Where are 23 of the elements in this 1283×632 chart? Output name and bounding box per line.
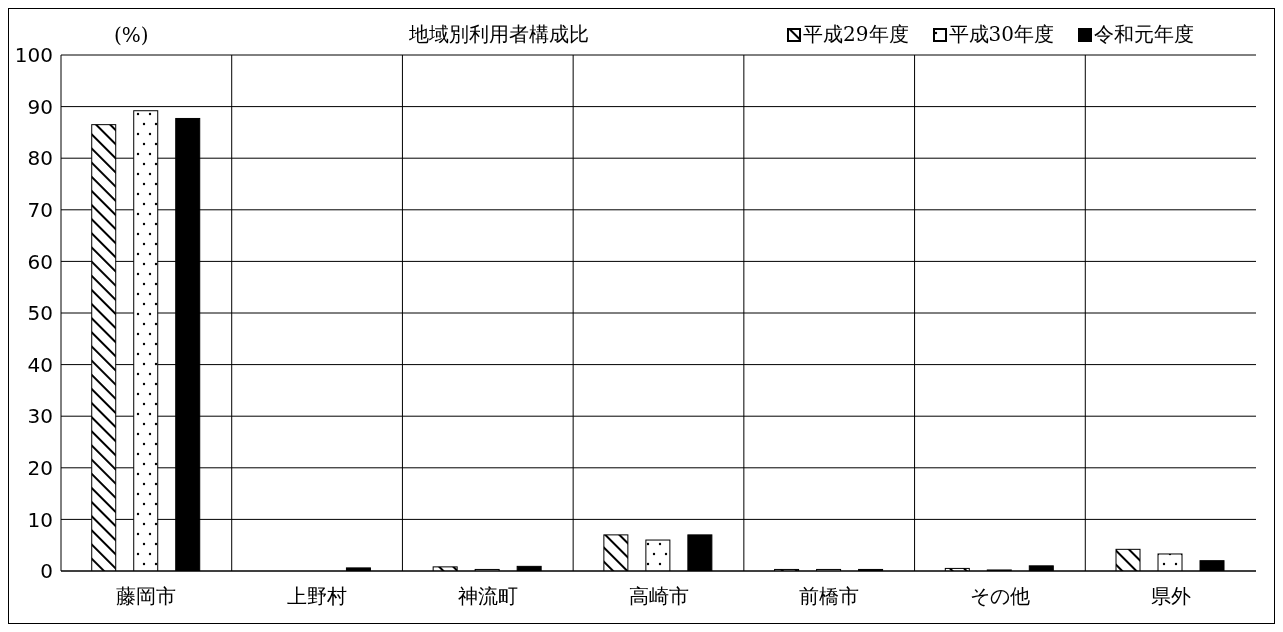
x-tick-label: 藤岡市	[116, 584, 177, 609]
y-tick-label: 90	[27, 94, 53, 119]
y-axis-title: (%)	[114, 23, 149, 47]
y-tick-label: 30	[27, 404, 53, 429]
x-tick-label: 上野村	[287, 584, 348, 609]
y-tick-label: 100	[14, 43, 53, 68]
legend-label: 平成30年度	[948, 21, 1054, 48]
y-tick-label: 40	[27, 352, 53, 377]
y-tick-label: 60	[27, 249, 53, 274]
x-tick-label: 高崎市	[628, 584, 689, 609]
y-tick-label: 50	[27, 301, 53, 326]
legend-label: 平成29年度	[803, 21, 909, 48]
y-tick-label: 0	[40, 559, 53, 584]
y-tick-label: 70	[27, 197, 53, 222]
legend-label: 令和元年度	[1094, 21, 1194, 48]
y-tick-label: 10	[27, 507, 53, 532]
chart-title: 地域別利用者構成比	[409, 21, 589, 48]
x-tick-label: その他	[969, 584, 1030, 609]
x-tick-label: 前橋市	[799, 584, 860, 609]
x-tick-label: 県外	[1150, 584, 1191, 609]
x-tick-label: 神流町	[457, 584, 518, 609]
y-tick-label: 80	[27, 146, 53, 171]
y-tick-label: 20	[27, 455, 53, 480]
